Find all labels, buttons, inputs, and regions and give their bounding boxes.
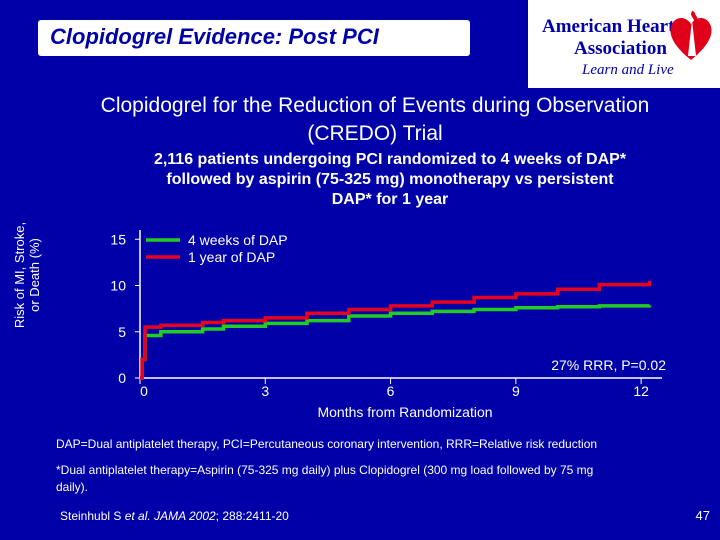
study-title-line1: Clopidogrel for the Reduction of Events … — [100, 94, 650, 117]
study-title-line2: (CREDO) Trial — [307, 122, 443, 145]
citation-rest: ; 288:2411-20 — [215, 509, 289, 523]
legend-label-2: 1 year of DAP — [188, 249, 275, 265]
heart-torch-icon — [670, 10, 712, 60]
dap-footnote-line2: daily). — [56, 480, 89, 494]
logo-text-line1: American Heart — [542, 16, 675, 37]
title-banner — [38, 20, 470, 56]
y-tick-label: 0 — [118, 370, 126, 386]
abbreviation-footnote: DAP=Dual antiplatelet therapy, PCI=Percu… — [56, 437, 598, 451]
page-number: 47 — [695, 508, 710, 523]
x-tick-label: 0 — [140, 383, 148, 399]
series-line-1 — [140, 304, 652, 380]
chart-ticks: 0 3 6 9 12 0 5 10 15 — [110, 231, 649, 399]
logo-tagline: Learn and Live — [582, 62, 674, 78]
x-tick-label: 3 — [261, 383, 269, 399]
study-design-line2: followed by aspirin (75-325 mg) monother… — [166, 171, 614, 188]
x-tick-label: 12 — [633, 383, 649, 399]
citation-etal: et al. — [124, 509, 151, 523]
logo-text-line2: Association — [574, 38, 667, 59]
dap-footnote: *Dual antiplatelet therapy=Aspirin (75-3… — [56, 462, 593, 496]
study-title: Clopidogrel for the Reduction of Events … — [40, 92, 710, 148]
dap-footnote-line1: *Dual antiplatelet therapy=Aspirin (75-3… — [56, 463, 594, 477]
citation-authors: Steinhubl S — [60, 509, 125, 523]
slide-title: Clopidogrel Evidence: Post PCI — [50, 24, 379, 49]
series-line-2 — [140, 280, 652, 380]
x-axis-label: Months from Randomization — [317, 404, 492, 420]
x-tick-label: 6 — [387, 383, 395, 399]
x-tick-label: 9 — [512, 383, 520, 399]
chart-axes — [139, 230, 662, 379]
y-tick-label: 10 — [110, 278, 126, 294]
study-design-line3: DAP* for 1 year — [331, 191, 449, 208]
citation: Steinhubl S et al. JAMA 2002; 288:2411-2… — [60, 508, 289, 525]
rrr-annotation: 27% RRR, P=0.02 — [551, 357, 666, 373]
chart-lines — [140, 280, 652, 380]
citation-journal: JAMA 2002 — [154, 509, 216, 523]
y-tick-label: 5 — [118, 324, 126, 340]
legend-label-1: 4 weeks of DAP — [188, 232, 288, 248]
y-tick-label: 15 — [110, 231, 126, 247]
study-design: 2,116 patients undergoing PCI randomized… — [80, 150, 700, 210]
study-design-line1: 2,116 patients undergoing PCI randomized… — [153, 151, 627, 168]
